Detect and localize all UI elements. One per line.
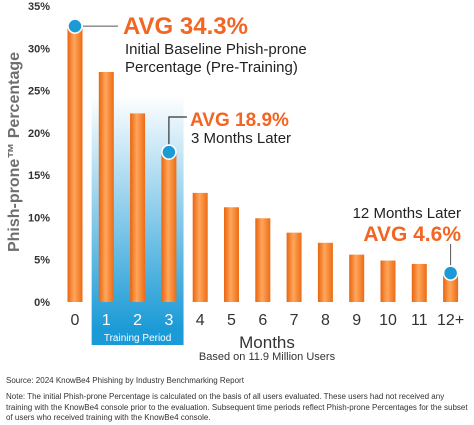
x-tick-label: 9 (352, 312, 361, 329)
x-tick-label: 7 (290, 312, 299, 329)
y-tick-label: 35% (28, 1, 50, 13)
x-axis-label: Months (239, 333, 295, 352)
x-tick-label: 3 (164, 312, 173, 329)
bar-month-7 (286, 232, 302, 302)
y-axis-label: Phish-prone™ Percentage (6, 52, 23, 252)
y-tick-label: 15% (28, 170, 50, 182)
annotation-text: 3 Months Later (191, 130, 291, 147)
y-tick-label: 5% (34, 255, 50, 267)
x-tick-label: 11 (411, 312, 428, 329)
bar-month-4 (192, 192, 208, 302)
x-tick-label: 4 (196, 312, 205, 329)
training-period-box (91, 330, 184, 345)
bar-month-1 (98, 71, 114, 302)
bar-month-5 (224, 207, 239, 302)
y-tick-label: 20% (28, 128, 50, 140)
y-tick-label: 25% (28, 86, 50, 98)
marker-month-12+ (442, 265, 459, 281)
marker-month-0 (67, 18, 83, 34)
bar-month-9 (349, 254, 365, 302)
chart: Training Period 0% 5% 10% 15% 20% 25% 30% 35% 0… (6, 1, 464, 363)
x-tick-label: 6 (258, 312, 267, 329)
y-tick-label: 10% (28, 212, 50, 224)
bar-month-11 (411, 263, 427, 302)
bar-month-3 (161, 153, 177, 302)
training-period-label: Training Period (104, 333, 171, 344)
avg-label: AVG 18.9% (190, 110, 289, 131)
footnote: Note: The initial Phish-prone Percentage… (6, 392, 468, 422)
avg-label: AVG 34.3% (123, 13, 248, 40)
bar-month-6 (255, 218, 271, 302)
x-tick-label: 1 (102, 312, 111, 329)
y-tick-label: 30% (28, 43, 50, 55)
x-axis-sublabel: Based on 11.9 Million Users (199, 351, 336, 363)
x-tick-label: 12+ (437, 312, 464, 329)
x-tick-label: 2 (133, 312, 142, 329)
annotation-text: 12 Months Later (353, 205, 461, 222)
x-tick-label: 0 (71, 312, 80, 329)
marker-month-3 (161, 144, 177, 160)
x-tick-label: 5 (227, 312, 236, 329)
bar-month-2 (130, 113, 146, 302)
bar-month-10 (380, 260, 396, 302)
bar-month-0 (67, 27, 83, 303)
bar-month-8 (317, 242, 333, 302)
avg-label: AVG 4.6% (363, 223, 461, 246)
annotation-text: Percentage (Pre-Training) (125, 59, 298, 76)
annotation-text: Initial Baseline Phish-prone (125, 41, 307, 58)
annotation-leader (168, 116, 187, 145)
x-tick-label: 10 (379, 312, 397, 329)
source-note: Source: 2024 KnowBe4 Phishing by Industr… (6, 376, 244, 385)
bar-month-12+ (443, 274, 459, 302)
x-tick-label: 8 (321, 312, 330, 329)
y-tick-label: 0% (34, 297, 50, 309)
